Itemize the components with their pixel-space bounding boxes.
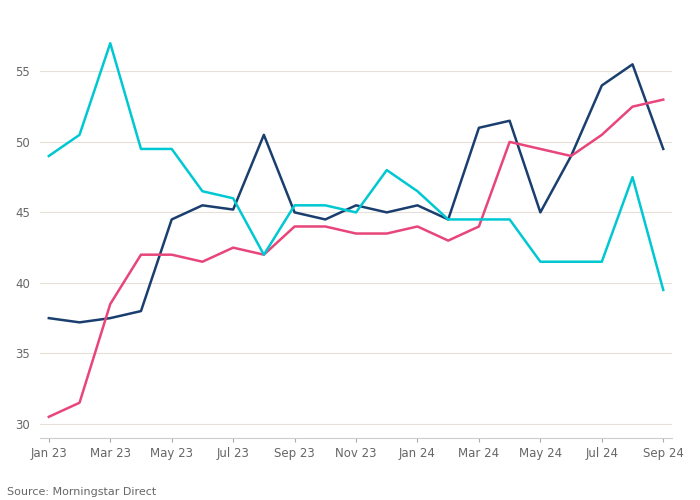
Line: TRBCX: TRBCX [49,64,663,322]
FBGRX [413,224,421,230]
FBGRX [352,230,361,236]
TRBCX [321,216,330,222]
ARKK [76,132,84,138]
TRBCX [475,125,483,131]
FBGRX [567,153,575,159]
TRBCX [290,210,299,216]
FBGRX [383,230,391,236]
TRBCX [167,216,176,222]
Line: FBGRX: FBGRX [49,100,663,417]
ARKK [290,202,299,208]
ARKK [629,174,637,180]
ARKK [229,196,237,202]
TRBCX [413,202,421,208]
FBGRX [106,301,115,307]
FBGRX [229,244,237,250]
TRBCX [536,210,545,216]
FBGRX [136,252,145,258]
TRBCX [567,153,575,159]
FBGRX [290,224,299,230]
FBGRX [260,252,268,258]
ARKK [106,40,115,46]
FBGRX [475,224,483,230]
ARKK [475,216,483,222]
FBGRX [76,400,84,406]
ARKK [136,146,145,152]
FBGRX [536,146,545,152]
TRBCX [659,146,667,152]
TRBCX [352,202,361,208]
ARKK [659,287,667,293]
ARKK [352,210,361,216]
ARKK [444,216,452,222]
FBGRX [198,258,206,264]
FBGRX [167,252,176,258]
ARKK [598,258,606,264]
FBGRX [598,132,606,138]
ARKK [536,258,545,264]
Line: ARKK: ARKK [49,43,663,290]
TRBCX [444,216,452,222]
TRBCX [629,62,637,68]
TRBCX [383,210,391,216]
TRBCX [505,118,514,124]
TRBCX [198,202,206,208]
ARKK [198,188,206,194]
TRBCX [229,206,237,212]
FBGRX [659,96,667,102]
ARKK [383,167,391,173]
ARKK [260,252,268,258]
TRBCX [260,132,268,138]
ARKK [567,258,575,264]
TRBCX [106,315,115,321]
ARKK [505,216,514,222]
FBGRX [629,104,637,110]
FBGRX [321,224,330,230]
TRBCX [136,308,145,314]
TRBCX [598,82,606,88]
ARKK [45,153,53,159]
Text: Source: Morningstar Direct: Source: Morningstar Direct [7,487,156,497]
ARKK [413,188,421,194]
ARKK [321,202,330,208]
FBGRX [444,238,452,244]
FBGRX [45,414,53,420]
TRBCX [76,320,84,326]
ARKK [167,146,176,152]
TRBCX [45,315,53,321]
FBGRX [505,139,514,145]
